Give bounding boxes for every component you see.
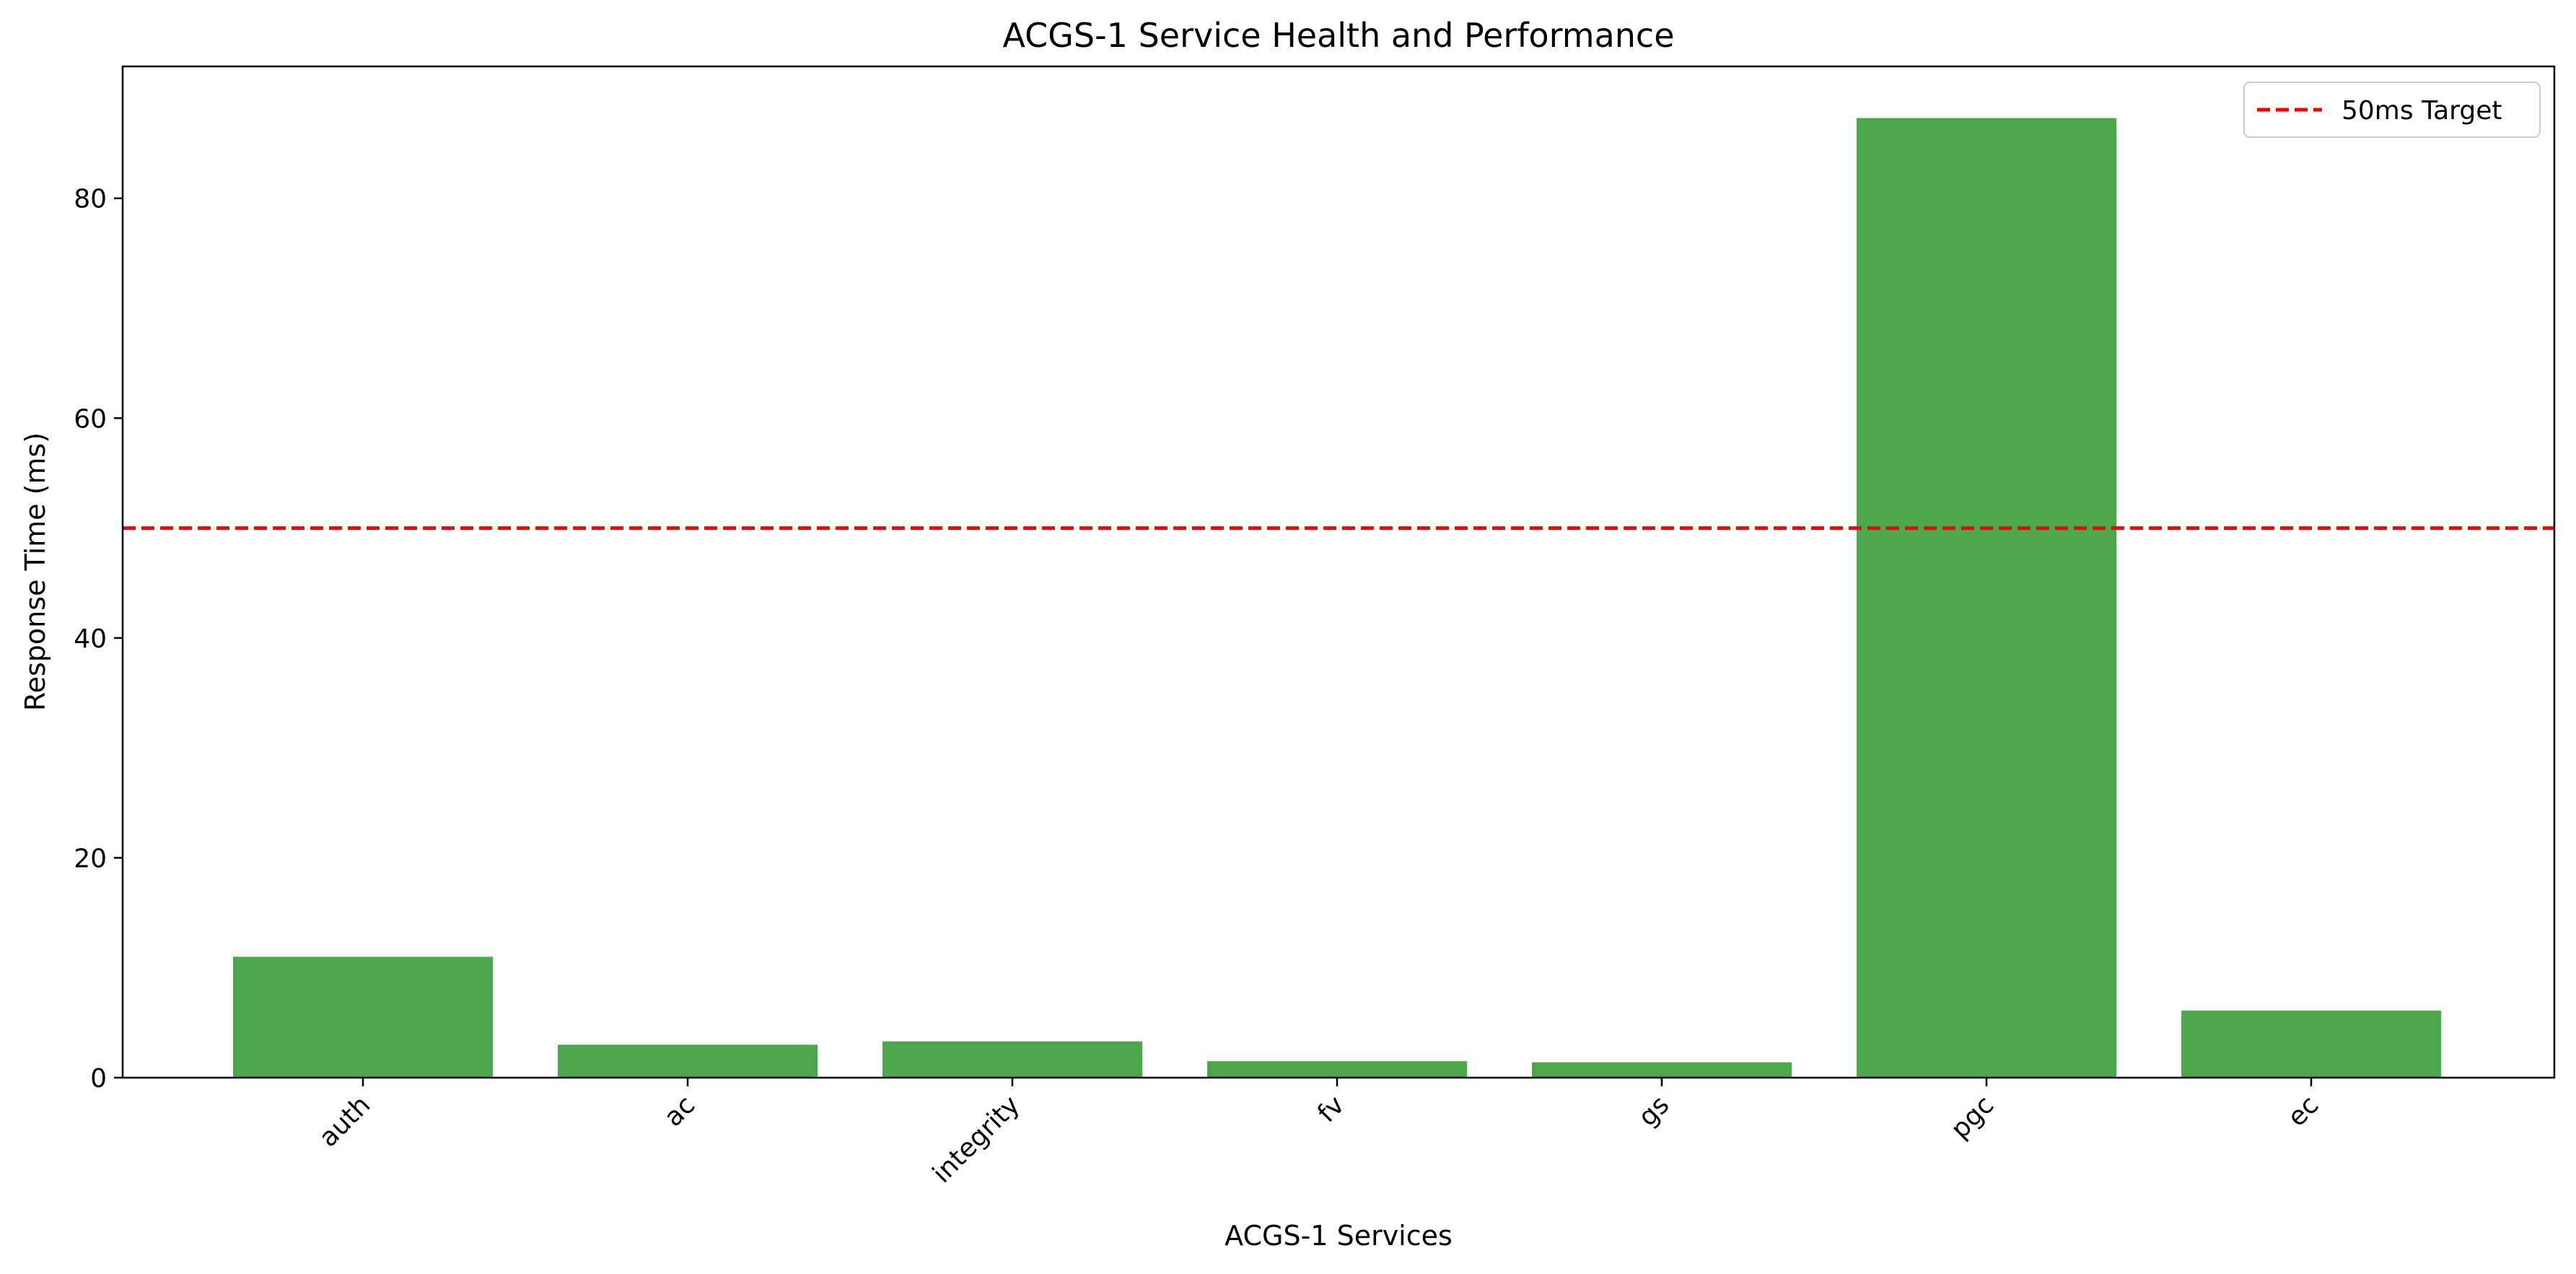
bar-auth — [233, 956, 493, 1078]
y-tick-label: 80 — [74, 185, 107, 214]
bar-ac — [558, 1044, 818, 1078]
y-axis-title: Response Time (ms) — [19, 432, 51, 711]
y-tick-label: 20 — [74, 844, 107, 873]
y-axis-ticks: 0 20 40 60 80 — [74, 185, 123, 1094]
bar-gs — [1532, 1062, 1792, 1078]
bar-integrity — [882, 1041, 1142, 1078]
chart-title: ACGS-1 Service Health and Performance — [1002, 16, 1674, 55]
y-tick-label: 0 — [90, 1064, 107, 1094]
y-tick-label: 40 — [74, 624, 107, 654]
x-axis-title: ACGS-1 Services — [1225, 1220, 1453, 1252]
bar-fv — [1207, 1061, 1467, 1078]
legend-label-target: 50ms Target — [2341, 96, 2502, 126]
legend-box — [2243, 82, 2541, 138]
plot-frame — [121, 65, 2556, 1079]
bar-ec — [2181, 1011, 2441, 1078]
legend: 50ms Target — [2243, 82, 2541, 138]
bars-group — [233, 118, 2441, 1078]
y-tick-label: 60 — [74, 404, 107, 434]
bar-pgc — [1857, 118, 2116, 1078]
